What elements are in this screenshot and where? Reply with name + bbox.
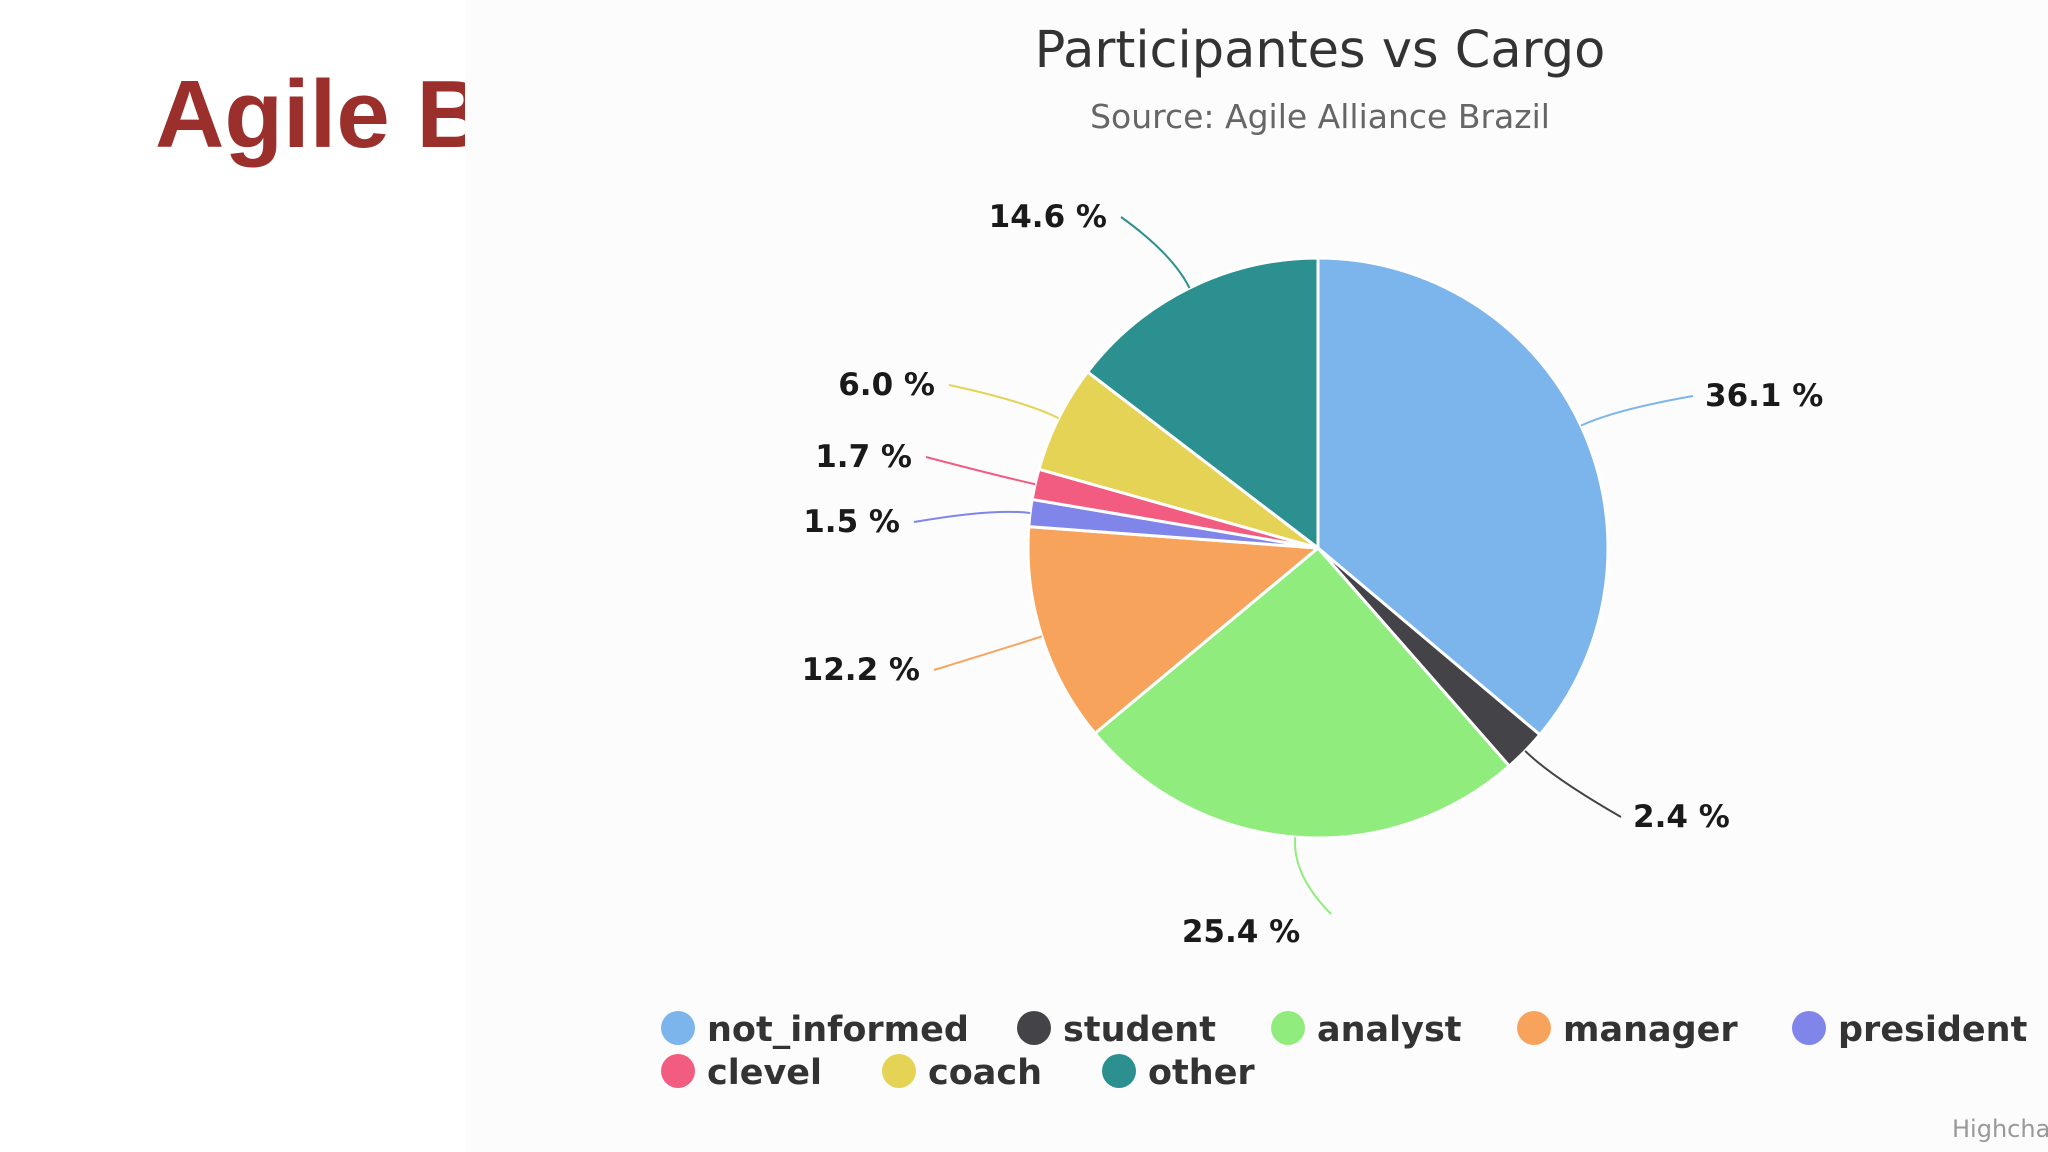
legend-symbol — [1102, 1054, 1136, 1088]
connector-student — [1524, 750, 1622, 818]
legend-item-other[interactable]: other — [1102, 1053, 1255, 1093]
connector-coach — [948, 384, 1060, 420]
legend-label: president — [1838, 1010, 2027, 1050]
data-label-clevel: 1.7 % — [815, 439, 912, 475]
chart-subtitle: Source: Agile Alliance Brazil — [1090, 97, 1550, 136]
chart-panel: Participantes vs Cargo Source: Agile All… — [465, 0, 2048, 1152]
legend-item-coach[interactable]: coach — [882, 1053, 1042, 1093]
legend-symbol — [1017, 1011, 1051, 1045]
connector-other — [1120, 216, 1191, 289]
legend-label: manager — [1563, 1010, 1738, 1050]
data-label-student: 2.4 % — [1633, 799, 1730, 835]
legend-label: analyst — [1317, 1010, 1462, 1050]
chart-credits: Highcha — [1952, 1115, 2048, 1143]
pie-slice-analyst[interactable] — [1093, 546, 1511, 840]
pie-slice-other[interactable] — [1086, 256, 1320, 550]
legend-item-clevel[interactable]: clevel — [661, 1053, 822, 1093]
legend: not_informed student analyst manager preside… — [661, 1010, 2027, 1093]
legend-item-manager[interactable]: manager — [1517, 1010, 1738, 1050]
legend-symbol — [661, 1054, 695, 1088]
connector-manager — [933, 635, 1043, 671]
pie-chart: Participantes vs Cargo Source: Agile All… — [661, 21, 2048, 1143]
legend-label: not_informed — [707, 1010, 969, 1050]
legend-label: student — [1063, 1010, 1216, 1050]
legend-symbol — [882, 1054, 916, 1088]
pie-slices — [1026, 256, 1610, 840]
legend-item-president[interactable]: president — [1792, 1010, 2027, 1050]
data-label-president: 1.5 % — [803, 504, 900, 540]
legend-item-analyst[interactable]: analyst — [1271, 1010, 1462, 1050]
legend-symbol — [1517, 1011, 1551, 1045]
legend-label: other — [1148, 1053, 1255, 1093]
data-label-other: 14.6 % — [989, 199, 1107, 235]
legend-symbol — [1271, 1011, 1305, 1045]
legend-item-not-informed[interactable]: not_informed — [661, 1010, 969, 1050]
data-label-analyst: 25.4 % — [1182, 914, 1300, 950]
legend-item-student[interactable]: student — [1017, 1010, 1216, 1050]
legend-label: clevel — [707, 1053, 822, 1093]
data-label-manager: 12.2 % — [802, 652, 920, 688]
pie-slice-not-informed[interactable] — [1316, 256, 1610, 737]
legend-label: coach — [928, 1053, 1042, 1093]
legend-symbol — [1792, 1011, 1826, 1045]
pie-slice-manager[interactable] — [1026, 525, 1320, 735]
label-connectors — [913, 216, 1694, 915]
connector-clevel — [925, 456, 1036, 486]
data-label-coach: 6.0 % — [838, 367, 935, 403]
connector-president — [913, 510, 1031, 523]
legend-symbol — [661, 1011, 695, 1045]
data-labels: 36.1 % 2.4 % 25.4 % 12.2 % 1.5 % 1.7 % 6.0 % 14… — [802, 199, 1824, 950]
connector-analyst — [1294, 837, 1332, 915]
connector-not-informed — [1580, 395, 1694, 427]
data-label-not-informed: 36.1 % — [1705, 378, 1823, 414]
chart-title: Participantes vs Cargo — [1035, 21, 1606, 80]
